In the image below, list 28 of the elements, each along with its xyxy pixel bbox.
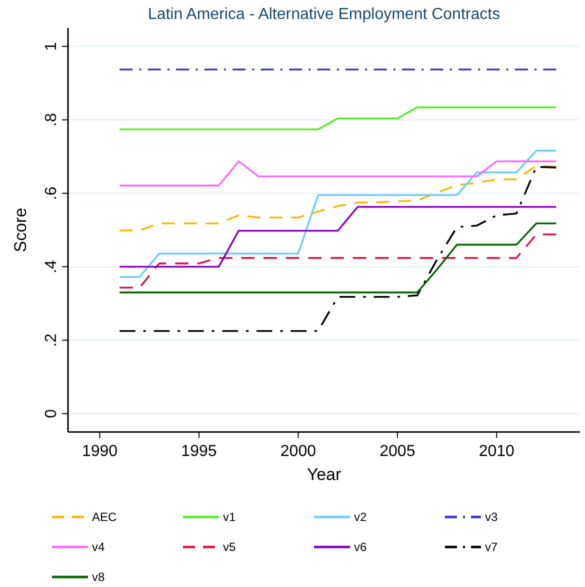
legend-label: v6 [354,540,367,554]
legend-label: v7 [485,540,498,554]
x-tick-label: 1990 [82,443,118,460]
x-tick-label: 2010 [478,443,515,460]
y-axis-title: Score [11,208,30,252]
y-tick-label: .2 [43,333,60,347]
x-tick-label: 2000 [280,443,316,460]
y-tick-label: .6 [43,186,60,200]
line-series [118,222,558,294]
line-series [118,166,558,332]
y-tick-label: 1 [43,42,60,51]
line-series [118,234,558,289]
y-tick-label: .4 [43,260,60,274]
legend-label: v8 [92,570,105,584]
legend-label: v2 [354,510,367,524]
legend-label: v4 [92,540,105,554]
x-tick-label: 2005 [380,443,416,460]
line-series [118,150,558,278]
x-axis-title: Year [306,465,342,484]
legend-label: v1 [223,510,236,524]
y-tick-label: .8 [43,113,60,126]
legend-label: AEC [92,510,118,524]
legend-label: v3 [485,510,498,524]
legend-label: v5 [223,540,236,554]
x-tick-label: 1995 [181,443,217,460]
chart-title: Latin America - Alternative Employment Contracts [148,6,500,23]
y-tick-label: 0 [43,409,60,418]
line-series [118,164,558,232]
